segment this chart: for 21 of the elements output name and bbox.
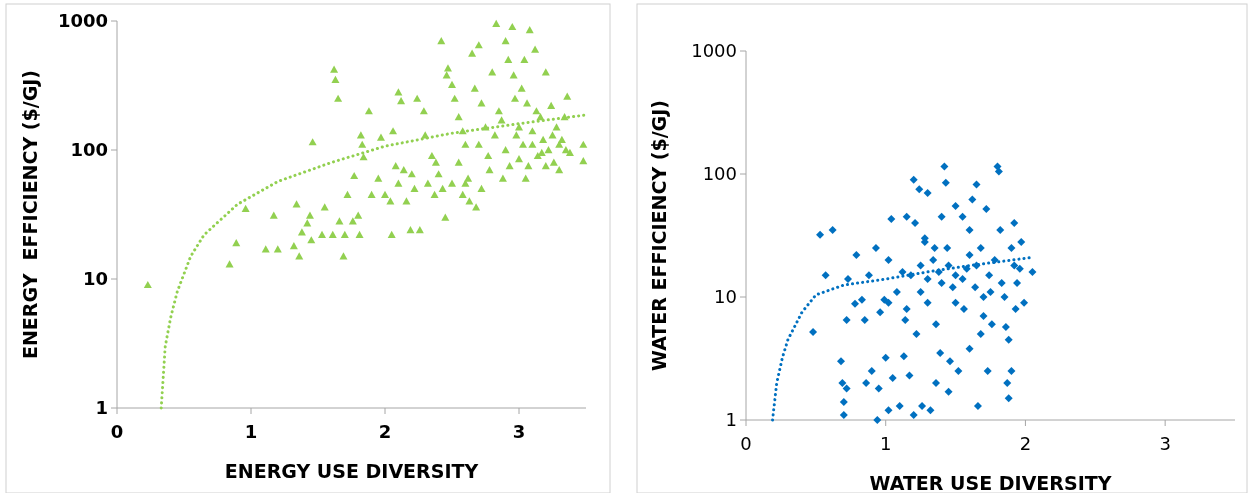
x-axis-title: WATER USE DIVERSITY: [869, 472, 1112, 493]
x-tick-label: 2: [378, 421, 392, 442]
x-tick-label: 1: [879, 433, 892, 454]
y-axis-title: ENERGY EFFICIENCY ($/GJ): [19, 69, 41, 360]
x-tick-label: 0: [110, 421, 124, 442]
y-tick-label: 10: [82, 268, 108, 290]
y-tick-label: 100: [702, 163, 737, 185]
line-series: [159, 113, 588, 410]
line-series: [771, 255, 1034, 422]
x-tick-label: 3: [512, 421, 526, 442]
x-tick-label: 0: [740, 433, 752, 454]
y-axis-title: WATER EFFICIENCY ($/GJ): [648, 100, 670, 371]
y-tick-label: 1000: [57, 10, 108, 32]
x-tick-label: 2: [1019, 433, 1032, 454]
x-tick-label: 1: [244, 421, 258, 442]
y-tick-label: 100: [70, 139, 108, 161]
x-tick-label: 3: [1159, 433, 1171, 454]
y-tick-label: 1: [95, 397, 108, 419]
y-tick-label: 1000: [691, 40, 737, 62]
y-tick-label: 10: [714, 286, 737, 308]
x-axis-title: ENERGY USE DIVERSITY: [224, 460, 479, 482]
